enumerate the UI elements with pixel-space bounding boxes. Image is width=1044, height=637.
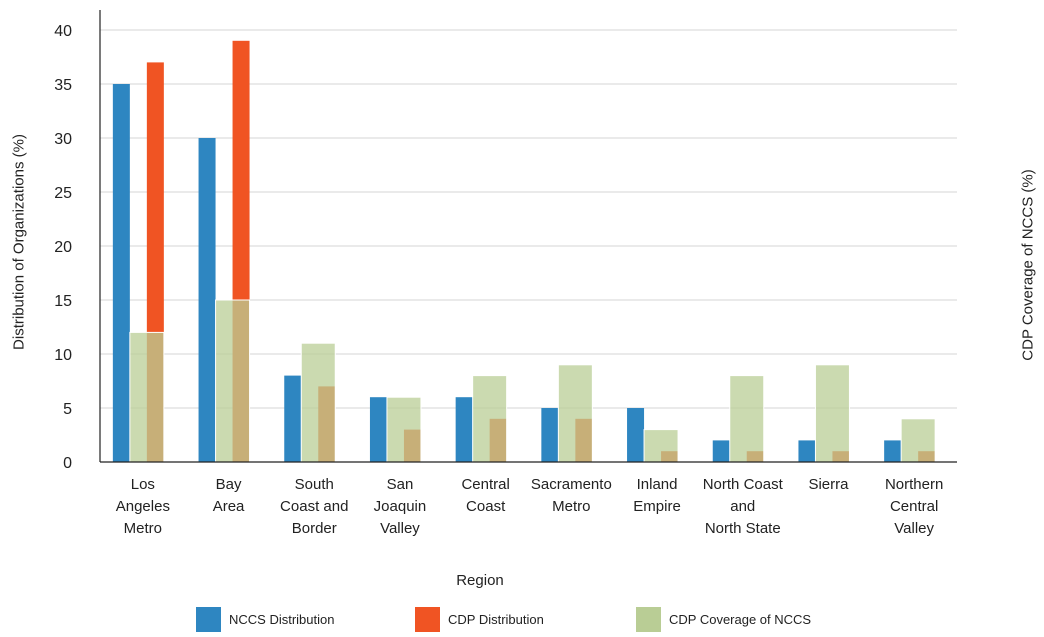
secondary-y-axis-label: CDP Coverage of NCCS (%) — [1019, 169, 1037, 361]
x-tick-label: Sacramento Metro — [531, 476, 612, 515]
bar-nccs — [712, 440, 730, 462]
bar-coverage — [729, 375, 765, 463]
bar-nccs — [284, 375, 302, 462]
legend-swatch-coverage — [636, 606, 661, 632]
legend-label-nccs: NCCS Distribution — [229, 611, 335, 627]
bar-coverage — [129, 331, 165, 463]
bar-coverage — [215, 299, 251, 463]
y-axis-label: Distribution of Organizations (%) — [10, 134, 28, 350]
bar-chart: 0 5 10 15 20 25 30 35 40 Los Angeles Metro Bay Area S… — [54, 10, 957, 537]
bar-nccs — [884, 440, 902, 462]
bar-coverage — [472, 375, 508, 463]
legend-label-cdp: CDP Distribution — [448, 611, 544, 627]
bar-coverage — [300, 342, 336, 463]
bar-nccs — [455, 397, 473, 462]
bar-coverage — [557, 364, 593, 463]
bar-coverage — [900, 418, 936, 463]
legend-item-coverage: CDP Coverage of NCCS — [636, 606, 811, 632]
axes — [99, 10, 957, 463]
bar-nccs — [541, 408, 559, 462]
x-tick-label: Bay Area — [213, 476, 245, 515]
bar-nccs — [369, 397, 387, 462]
y-tick-label: 40 — [54, 23, 72, 40]
y-tick-label: 15 — [54, 293, 72, 310]
legend-swatch-cdp — [415, 606, 440, 632]
x-axis-ticks: Los Angeles Metro Bay Area South Coast and Bord… — [116, 476, 944, 537]
bar-nccs — [198, 138, 216, 462]
y-tick-label: 20 — [54, 239, 72, 256]
bar-coverage — [386, 396, 422, 463]
legend-item-cdp: CDP Distribution — [415, 606, 544, 632]
y-tick-label: 30 — [54, 131, 72, 148]
x-tick-label: Inland Empire — [633, 476, 681, 515]
legend-swatch-nccs — [196, 606, 221, 632]
legend-item-nccs: NCCS Distribution — [196, 606, 334, 632]
y-tick-label: 0 — [63, 455, 72, 472]
y-axis-ticks: 0 5 10 15 20 25 30 35 40 — [54, 23, 72, 472]
x-tick-label: Central Coast — [461, 476, 509, 515]
x-tick-label: San Joaquin Valley — [374, 476, 427, 537]
x-tick-label: South Coast and Border — [280, 476, 348, 537]
x-tick-label: Northern Central Valley — [885, 476, 943, 537]
x-axis-label: Region — [456, 572, 504, 589]
bars — [112, 40, 936, 463]
bar-nccs — [112, 84, 130, 462]
y-tick-label: 35 — [54, 77, 72, 94]
x-tick-label: North Coast and North State — [703, 476, 784, 537]
bar-nccs — [798, 440, 816, 462]
x-tick-label: Los Angeles Metro — [116, 476, 170, 537]
x-tick-label: Sierra — [808, 476, 849, 493]
legend-label-coverage: CDP Coverage of NCCS — [669, 611, 812, 627]
y-tick-label: 25 — [54, 185, 72, 202]
bar-coverage — [643, 429, 679, 463]
bar-coverage — [814, 364, 850, 463]
y-tick-label: 5 — [63, 401, 72, 418]
bar-nccs — [627, 408, 645, 462]
y-tick-label: 10 — [54, 347, 72, 364]
